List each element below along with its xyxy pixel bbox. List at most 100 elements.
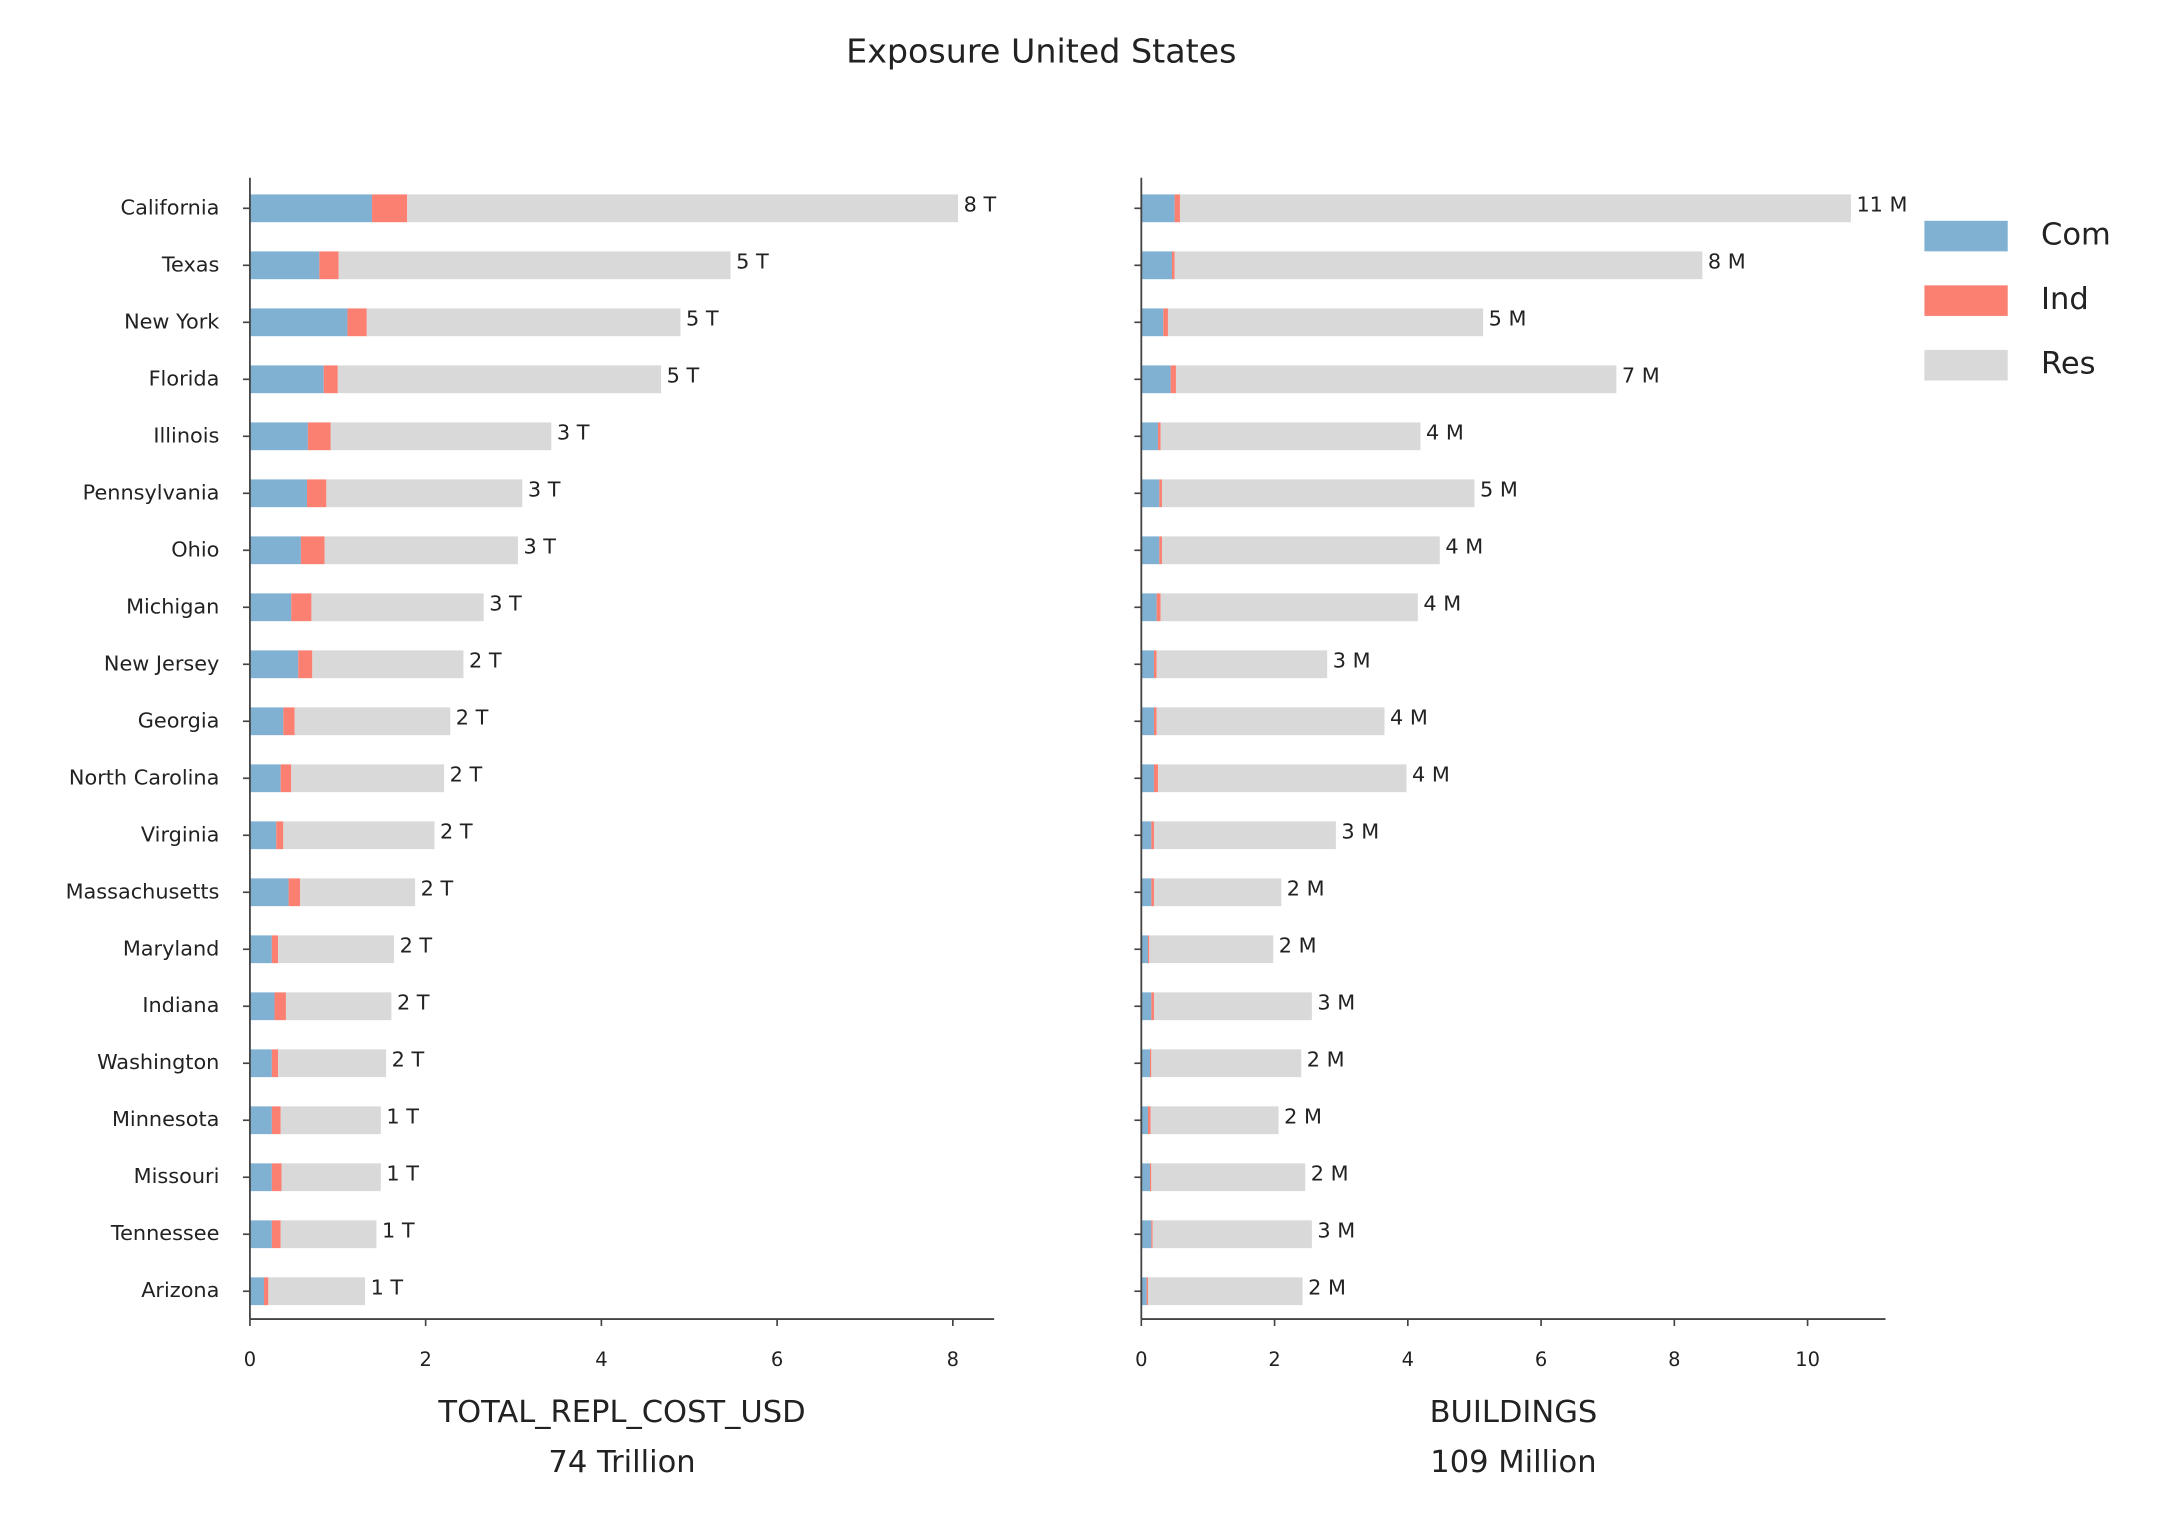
bar-segment <box>347 308 367 337</box>
bar-segment <box>1152 1220 1312 1249</box>
bar-segment <box>1141 194 1175 223</box>
total-label: 2 T <box>456 705 489 729</box>
legend-swatch <box>1924 349 2008 381</box>
bar-segment <box>1157 764 1407 793</box>
y-tick-label: Georgia <box>138 708 220 732</box>
bar-segment <box>280 764 292 793</box>
total-label: 5 T <box>736 250 769 274</box>
bar-segment <box>1146 1277 1148 1306</box>
bar-segment <box>249 878 289 907</box>
bar-segment <box>271 935 279 964</box>
y-tick-label: Minnesota <box>112 1107 219 1131</box>
bar-segment <box>1153 992 1312 1021</box>
y-tick-label: Michigan <box>126 594 219 618</box>
x-tick-label: 2 <box>1268 1348 1280 1371</box>
y-tick-label: Pennsylvania <box>83 480 220 504</box>
bar-segment <box>1167 308 1484 337</box>
bar-segment <box>281 1163 381 1192</box>
bar-segment <box>1141 650 1154 679</box>
x-tick-label: 6 <box>771 1348 783 1371</box>
bar-segment <box>1141 1049 1150 1078</box>
total-label: 2 M <box>1284 1104 1322 1128</box>
bar-segment <box>1153 821 1336 850</box>
legend-label: Ind <box>2041 282 2089 317</box>
bar-segment <box>1151 992 1154 1021</box>
bar-segment <box>1151 1220 1153 1249</box>
x-tick-label: 8 <box>1668 1348 1680 1371</box>
bar-segment <box>1141 1220 1152 1249</box>
y-tick-label: Texas <box>161 252 220 276</box>
bar-segment <box>1159 479 1162 508</box>
total-label: 2 T <box>440 819 473 843</box>
bar-segment <box>1179 194 1851 223</box>
x-tick-label: 10 <box>1795 1348 1820 1371</box>
bar-segment <box>311 593 484 622</box>
bar-segment <box>372 194 408 223</box>
total-label: 7 M <box>1622 364 1660 388</box>
bar-segment <box>1141 992 1152 1021</box>
bar-segment <box>249 308 348 337</box>
bar-segment <box>294 707 451 736</box>
bar-segment <box>280 1106 381 1135</box>
bar-segment <box>1141 308 1164 337</box>
total-label: 1 T <box>386 1104 419 1128</box>
total-label: 3 M <box>1317 990 1355 1014</box>
bar-segment <box>249 764 281 793</box>
total-label: 2 M <box>1287 876 1325 900</box>
bar-segment <box>291 764 445 793</box>
bar-segment <box>276 821 284 850</box>
total-label: 3 T <box>523 535 556 559</box>
bar-segment <box>1153 707 1157 736</box>
bar-segment <box>263 1277 269 1306</box>
bar-segment <box>1141 1106 1148 1135</box>
bar-segment <box>1147 1277 1303 1306</box>
total-label: 3 M <box>1333 649 1371 673</box>
total-label: 4 M <box>1423 592 1461 616</box>
bar-segment <box>249 1277 264 1306</box>
bar-segment <box>285 992 392 1021</box>
x-tick-label: 0 <box>1135 1348 1147 1371</box>
bar-segment <box>1151 1163 1306 1192</box>
y-tick-label: Tennessee <box>110 1221 219 1245</box>
y-tick-label: Missouri <box>134 1164 220 1188</box>
bar-segment <box>323 365 338 394</box>
bar-segment <box>1160 593 1418 622</box>
bar-segment <box>1141 707 1154 736</box>
bar-segment <box>1151 821 1154 850</box>
total-label: 4 M <box>1390 705 1428 729</box>
bar-segment <box>1141 365 1171 394</box>
bar-segment <box>283 707 295 736</box>
total-label: 2 M <box>1307 1047 1345 1071</box>
figure-title: Exposure United States <box>846 31 1236 70</box>
total-label: 4 M <box>1445 535 1483 559</box>
y-tick-label: Florida <box>149 366 220 390</box>
bar-segment <box>307 422 331 451</box>
bar-segment <box>278 1049 387 1078</box>
x-axis-label: TOTAL_REPL_COST_USD <box>437 1395 805 1430</box>
y-tick-label: Massachusetts <box>66 879 220 903</box>
bar-segment <box>274 992 286 1021</box>
y-tick-label: Virginia <box>141 822 219 846</box>
bar-segment <box>249 593 292 622</box>
bar-segment <box>1141 1277 1147 1306</box>
y-tick-label: Washington <box>97 1050 219 1074</box>
bar-segment <box>249 992 275 1021</box>
bar-segment <box>249 935 272 964</box>
bar-segment <box>1160 422 1421 451</box>
bar-segment <box>1141 764 1154 793</box>
total-label: 2 M <box>1279 933 1317 957</box>
total-label: 5 M <box>1480 478 1518 502</box>
total-label: 2 M <box>1311 1161 1349 1185</box>
bar-segment <box>278 935 395 964</box>
bar-segment <box>338 251 731 280</box>
bar-segment <box>1141 479 1160 508</box>
bar-segment <box>1156 650 1328 679</box>
x-axis-total: 109 Million <box>1430 1445 1596 1480</box>
bar-segment <box>249 1163 272 1192</box>
total-label: 5 T <box>667 364 700 388</box>
legend-label: Com <box>2041 218 2111 253</box>
bar-segment <box>1141 251 1172 280</box>
bar-segment <box>1141 878 1152 907</box>
bar-segment <box>312 650 464 679</box>
